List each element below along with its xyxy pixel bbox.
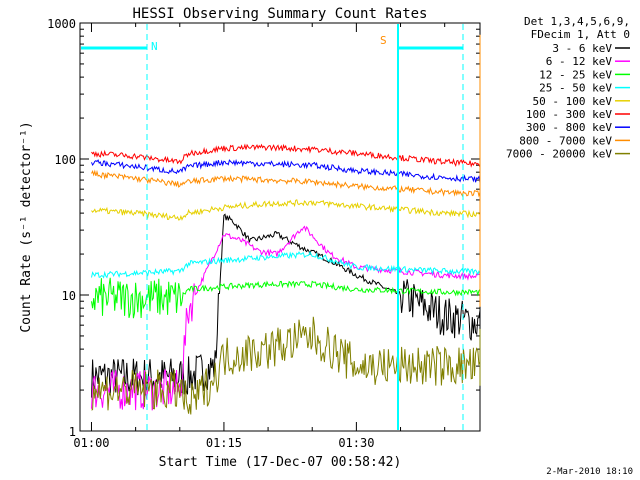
legend-label: 12 - 25 keV: [539, 68, 612, 81]
y-tick-label: 1: [69, 425, 76, 439]
x-axis-label: Start Time (17-Dec-07 00:58:42): [159, 455, 402, 470]
x-tick-labels: 01:00 01:15 01:30: [73, 436, 374, 450]
legend-label: 6 - 12 keV: [546, 55, 613, 68]
legend-label: 100 - 300 keV: [526, 108, 612, 121]
series-line-7: [91, 34, 481, 307]
annotation-s: S: [380, 34, 387, 47]
x-tick-label: 01:15: [206, 436, 242, 450]
legend-label: 300 - 800 keV: [526, 121, 612, 134]
legend-title-line-1: Det 1,3,4,5,6,9,: [524, 15, 630, 28]
legend-label: 7000 - 20000 keV: [506, 148, 612, 161]
legend-label: 25 - 50 keV: [539, 82, 612, 95]
y-axis-label: Count Rate (s⁻¹ detector⁻¹): [19, 121, 34, 332]
y-tick-labels: 1 10 100 1000: [47, 17, 76, 439]
legend-title-line-2: FDecim 1, Att 0: [531, 28, 630, 41]
y-tick-label: 1000: [47, 17, 76, 31]
y-tick-label: 10: [62, 289, 76, 303]
legend-label: 3 - 6 keV: [552, 42, 612, 55]
x-tick-label: 01:30: [338, 436, 374, 450]
x-tick-label: 01:00: [73, 436, 109, 450]
chart-title: HESSI Observing Summary Count Rates: [132, 6, 427, 22]
series-line-4: [91, 199, 481, 221]
series-group: [91, 34, 481, 415]
legend: Det 1,3,4,5,6,9, FDecim 1, Att 0 3 - 6 k…: [506, 15, 630, 161]
series-line-5: [91, 143, 481, 171]
footer-timestamp: 2-Mar-2010 18:10: [546, 467, 633, 477]
legend-label: 50 - 100 keV: [533, 95, 613, 108]
annotation-n: N: [151, 40, 158, 53]
axis-ticks: [80, 22, 480, 432]
y-tick-label: 100: [54, 153, 76, 167]
legend-label: 800 - 7000 keV: [519, 134, 612, 147]
series-line-8: [91, 316, 481, 415]
